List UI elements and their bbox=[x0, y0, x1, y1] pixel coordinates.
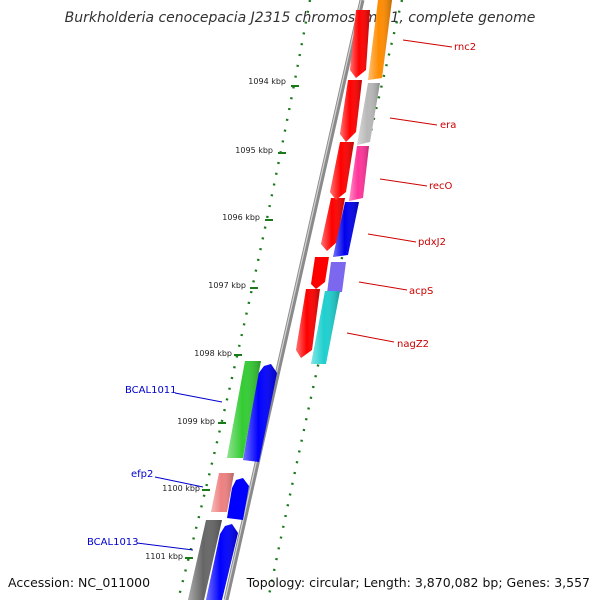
tick-ring-outer bbox=[266, 0, 404, 600]
tick-label-1098: 1098 kbp bbox=[194, 349, 232, 358]
gene-gloss bbox=[311, 291, 340, 364]
label-BCAL1011[interactable]: BCAL1011 bbox=[125, 385, 177, 396]
cds-red-gloss bbox=[330, 142, 354, 200]
cds-blue-gloss bbox=[243, 364, 277, 462]
genome-backbone-highlight bbox=[224, 0, 362, 600]
cds-blue[interactable] bbox=[227, 478, 249, 520]
label-recO[interactable]: recO bbox=[429, 181, 453, 192]
gene-gloss bbox=[227, 361, 261, 458]
leader-line-era bbox=[389, 117, 438, 126]
map-title: Burkholderia cenocepacia J2315 chromosom… bbox=[64, 10, 536, 26]
leader-line-recO bbox=[379, 178, 428, 187]
gene-gloss bbox=[211, 473, 234, 512]
label-rnc2[interactable]: rnc2 bbox=[454, 42, 476, 53]
accession-text: Accession: NC_011000 bbox=[8, 575, 151, 590]
tick-label-1099: 1099 kbp bbox=[177, 417, 215, 426]
tick-label-1097: 1097 kbp bbox=[208, 281, 246, 290]
gene-gloss bbox=[188, 520, 222, 600]
gene-gloss bbox=[333, 202, 359, 257]
gene-gloss bbox=[357, 83, 380, 145]
tick-label-1095: 1095 kbp bbox=[235, 146, 273, 155]
reverse-cds-track bbox=[206, 364, 277, 600]
label-acpS[interactable]: acpS bbox=[409, 286, 433, 297]
label-nagZ2[interactable]: nagZ2 bbox=[397, 339, 429, 350]
reverse-gene-labels: BCAL1011 efp2 BCAL1013 bbox=[87, 385, 223, 551]
cds-red-gloss bbox=[340, 80, 362, 142]
label-pdxJ2[interactable]: pdxJ2 bbox=[418, 237, 446, 248]
gene-gloss bbox=[368, 0, 392, 80]
leader-line-acpS bbox=[358, 281, 408, 291]
cds-blue-gloss bbox=[206, 524, 238, 600]
cds-red-gloss bbox=[321, 198, 345, 251]
gene-features bbox=[311, 0, 392, 364]
cds-red-gloss bbox=[350, 10, 370, 78]
tick-label-1096: 1096 kbp bbox=[222, 213, 260, 222]
label-era[interactable]: era bbox=[440, 120, 456, 131]
leader-line-pdxJ2 bbox=[367, 233, 417, 243]
forward-gene-labels: rnc2 era recO pdxJ2 acpS nagZ2 bbox=[346, 39, 476, 350]
label-efp2[interactable]: efp2 bbox=[131, 469, 153, 480]
tick-label-1094: 1094 kbp bbox=[248, 77, 286, 86]
leader-line-efp2 bbox=[154, 476, 204, 488]
genome-backbone bbox=[223, 0, 365, 600]
forward-cds-track bbox=[296, 10, 370, 358]
cds-red-gloss bbox=[296, 289, 320, 358]
gene-gloss bbox=[349, 146, 369, 201]
scale-ticks: 1094 kbp 1095 kbp 1096 kbp 1097 kbp 1098… bbox=[145, 77, 299, 561]
leader-line-BCAL1011 bbox=[174, 392, 223, 403]
reverse-gene-features bbox=[188, 361, 261, 600]
tick-label-1101: 1101 kbp bbox=[145, 552, 183, 561]
tick-label-1100: 1100 kbp bbox=[162, 484, 200, 493]
gene-acpS[interactable] bbox=[327, 262, 346, 293]
leader-line-BCAL1013 bbox=[136, 542, 194, 551]
leader-line-rnc2 bbox=[402, 39, 453, 48]
label-BCAL1013[interactable]: BCAL1013 bbox=[87, 537, 139, 548]
cds-red[interactable] bbox=[311, 257, 329, 289]
genome-summary-text: Topology: circular; Length: 3,870,082 bp… bbox=[246, 575, 590, 590]
leader-line-nagZ2 bbox=[346, 332, 395, 343]
